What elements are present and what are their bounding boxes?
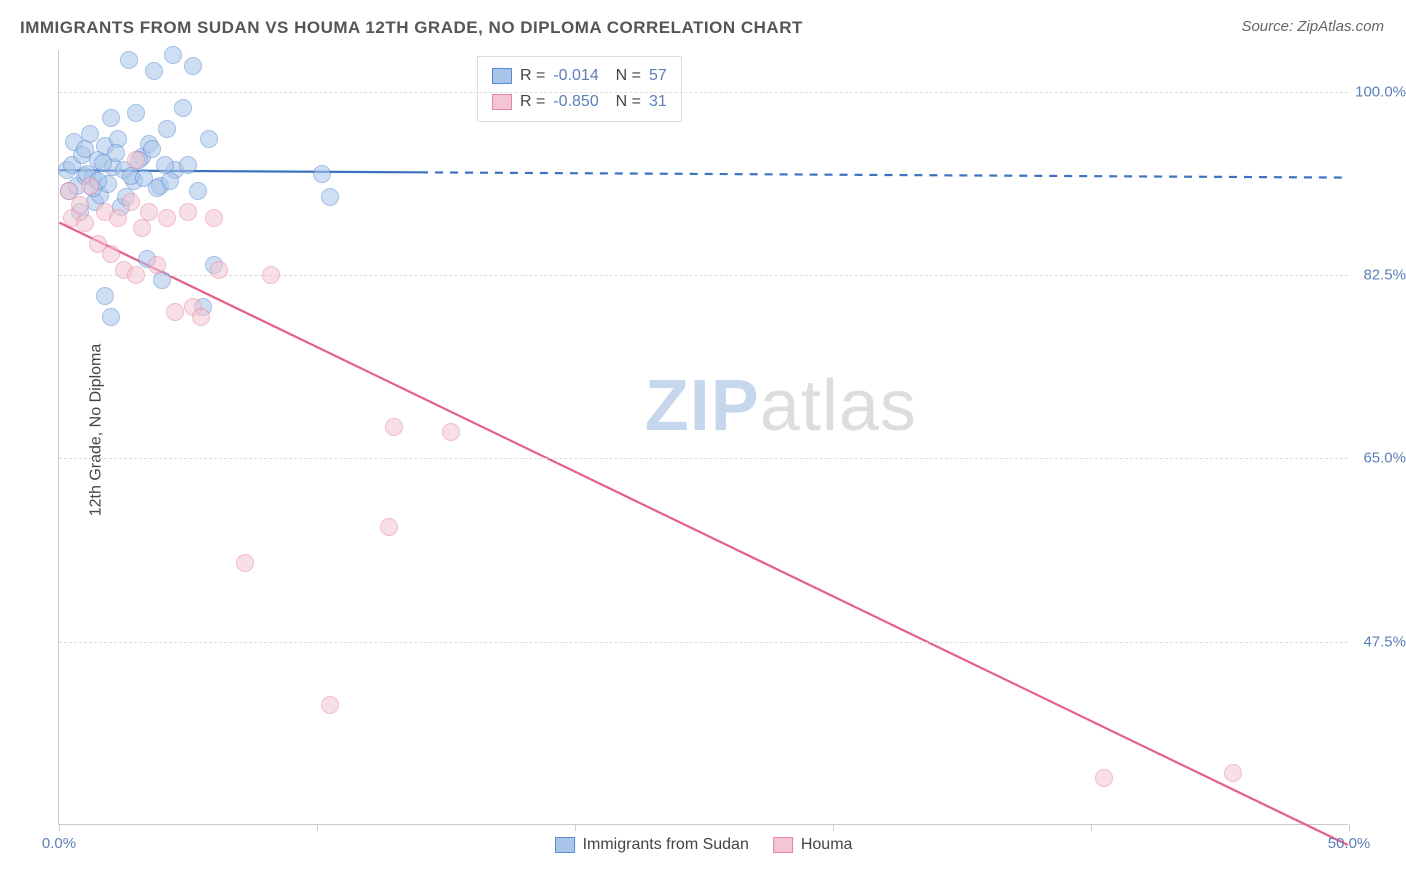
scatter-point bbox=[102, 245, 120, 263]
y-tick-label: 65.0% bbox=[1363, 450, 1406, 467]
gridline bbox=[59, 642, 1348, 643]
scatter-point bbox=[76, 140, 94, 158]
scatter-point bbox=[174, 99, 192, 117]
trendline-solid bbox=[59, 223, 1347, 845]
scatter-point bbox=[133, 219, 151, 237]
y-tick-label: 100.0% bbox=[1355, 83, 1406, 100]
scatter-point bbox=[148, 256, 166, 274]
scatter-point bbox=[313, 165, 331, 183]
gridline bbox=[59, 275, 1348, 276]
scatter-point bbox=[107, 144, 125, 162]
y-tick-label: 82.5% bbox=[1363, 267, 1406, 284]
scatter-point bbox=[205, 209, 223, 227]
scatter-point bbox=[158, 209, 176, 227]
legend-row: R = -0.014 N = 57 bbox=[492, 63, 667, 89]
x-tick bbox=[1349, 824, 1350, 831]
series-legend-item: Houma bbox=[773, 836, 853, 854]
watermark: ZIPatlas bbox=[645, 365, 917, 447]
scatter-point bbox=[166, 303, 184, 321]
series-legend-item: Immigrants from Sudan bbox=[555, 836, 749, 854]
scatter-point bbox=[442, 423, 460, 441]
scatter-point bbox=[76, 214, 94, 232]
scatter-point bbox=[120, 51, 138, 69]
scatter-point bbox=[184, 57, 202, 75]
scatter-point bbox=[385, 418, 403, 436]
x-tick-label: 0.0% bbox=[42, 835, 76, 852]
watermark-atlas: atlas bbox=[760, 366, 917, 446]
scatter-point bbox=[161, 172, 179, 190]
chart-title: IMMIGRANTS FROM SUDAN VS HOUMA 12TH GRAD… bbox=[20, 18, 803, 38]
x-tick bbox=[59, 824, 60, 831]
series-legend-label: Immigrants from Sudan bbox=[583, 836, 749, 854]
scatter-point bbox=[143, 140, 161, 158]
series-legend-label: Houma bbox=[801, 836, 853, 854]
legend-n-value: 31 bbox=[649, 89, 667, 115]
gridline bbox=[59, 458, 1348, 459]
legend-row: R = -0.850 N = 31 bbox=[492, 89, 667, 115]
scatter-point bbox=[102, 308, 120, 326]
scatter-point bbox=[321, 696, 339, 714]
legend-swatch bbox=[773, 837, 793, 853]
x-tick bbox=[833, 824, 834, 831]
scatter-point bbox=[158, 120, 176, 138]
scatter-point bbox=[153, 271, 171, 289]
source-attribution: Source: ZipAtlas.com bbox=[1241, 18, 1384, 35]
scatter-point bbox=[109, 209, 127, 227]
scatter-point bbox=[179, 203, 197, 221]
scatter-point bbox=[96, 287, 114, 305]
scatter-point bbox=[321, 188, 339, 206]
legend-n-label: N = bbox=[607, 89, 641, 115]
scatter-point bbox=[1095, 769, 1113, 787]
scatter-point bbox=[71, 196, 89, 214]
scatter-point bbox=[192, 308, 210, 326]
scatter-point bbox=[380, 518, 398, 536]
x-tick bbox=[1091, 824, 1092, 831]
scatter-point bbox=[145, 62, 163, 80]
scatter-point bbox=[127, 266, 145, 284]
legend-n-label: N = bbox=[607, 63, 641, 89]
scatter-point bbox=[1224, 764, 1242, 782]
x-tick bbox=[317, 824, 318, 831]
gridline bbox=[59, 92, 1348, 93]
scatter-point bbox=[262, 266, 280, 284]
scatter-point bbox=[179, 156, 197, 174]
scatter-point bbox=[164, 46, 182, 64]
legend-r-label: R = bbox=[520, 63, 545, 89]
legend-swatch bbox=[555, 837, 575, 853]
series-legend: Immigrants from Sudan Houma bbox=[555, 836, 853, 854]
trendlines-svg bbox=[59, 50, 1348, 824]
trendline-dashed bbox=[420, 172, 1348, 177]
scatter-point bbox=[210, 261, 228, 279]
correlation-legend: R = -0.014 N = 57R = -0.850 N = 31 bbox=[477, 56, 682, 122]
scatter-point bbox=[140, 203, 158, 221]
y-tick-label: 47.5% bbox=[1363, 633, 1406, 650]
legend-r-label: R = bbox=[520, 89, 545, 115]
plot-area: ZIPatlas R = -0.014 N = 57R = -0.850 N =… bbox=[58, 50, 1348, 825]
scatter-point bbox=[102, 109, 120, 127]
legend-n-value: 57 bbox=[649, 63, 667, 89]
scatter-point bbox=[200, 130, 218, 148]
scatter-point bbox=[189, 182, 207, 200]
legend-r-value: -0.850 bbox=[553, 89, 598, 115]
scatter-point bbox=[122, 193, 140, 211]
watermark-zip: ZIP bbox=[645, 366, 760, 446]
legend-swatch bbox=[492, 94, 512, 110]
scatter-point bbox=[236, 554, 254, 572]
x-tick bbox=[575, 824, 576, 831]
scatter-point bbox=[127, 104, 145, 122]
legend-swatch bbox=[492, 68, 512, 84]
scatter-point bbox=[81, 177, 99, 195]
scatter-point bbox=[127, 151, 145, 169]
x-tick-label: 50.0% bbox=[1328, 835, 1371, 852]
legend-r-value: -0.014 bbox=[553, 63, 598, 89]
